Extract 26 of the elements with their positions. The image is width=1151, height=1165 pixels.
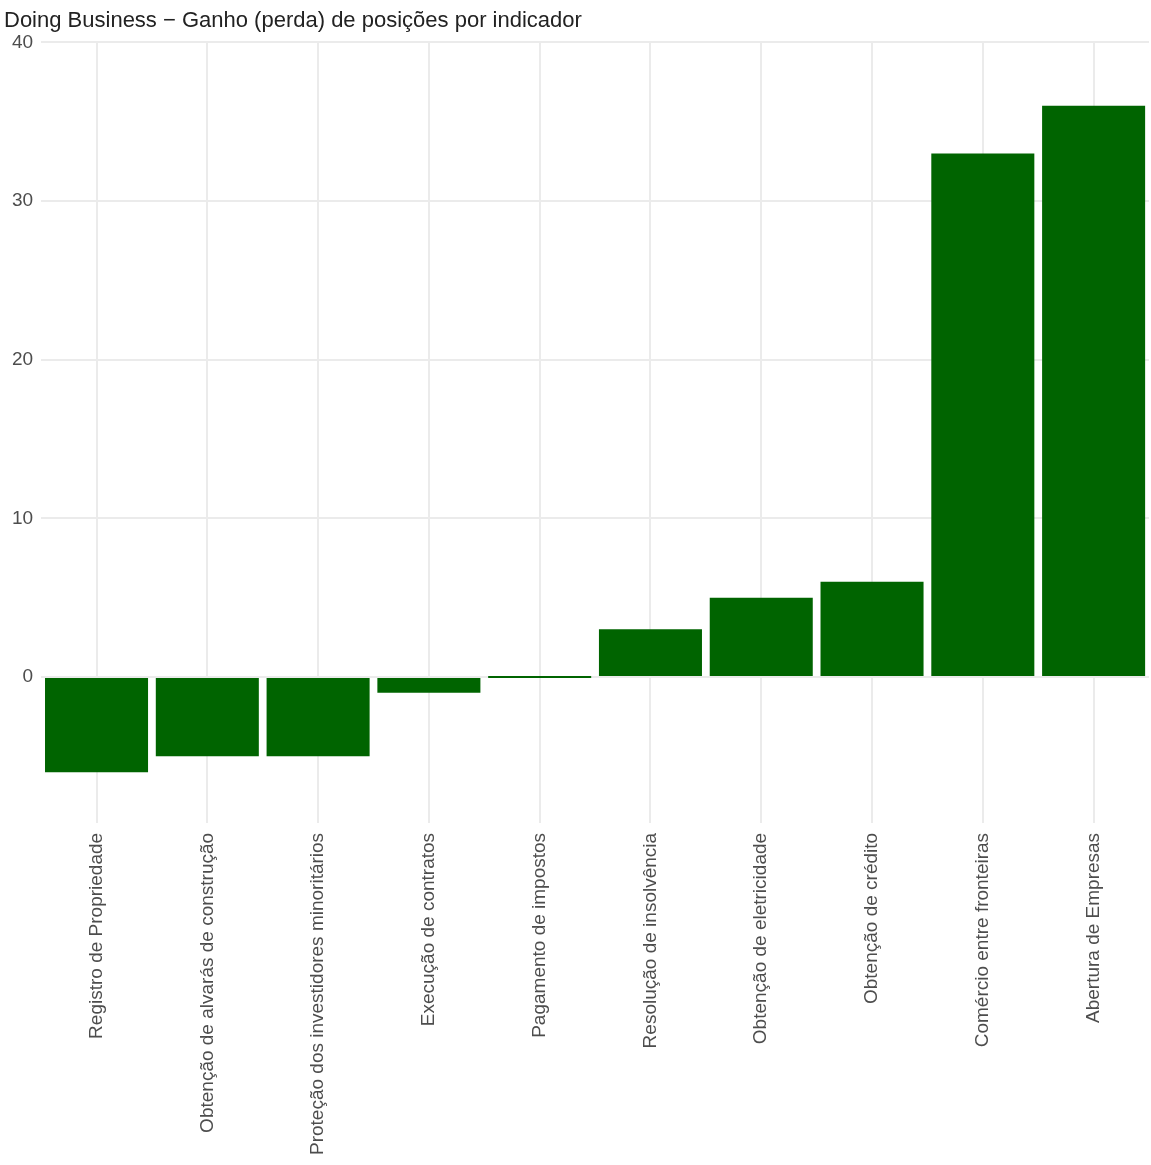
y-tick-label: 40 <box>11 30 34 52</box>
chart-title: Doing Business − Ganho (perda) de posições por indicador <box>4 7 582 33</box>
bar <box>488 675 592 678</box>
x-tick-label: Comércio entre fronteiras <box>971 832 993 1048</box>
y-tick-label: 30 <box>11 189 34 211</box>
bar <box>155 677 259 757</box>
x-tick-label: Registro de Propriedade <box>84 832 106 1039</box>
y-tick-label: 10 <box>11 506 34 528</box>
x-tick-label: Abertura de Empresas <box>1081 832 1103 1023</box>
bar <box>931 153 1035 676</box>
bar <box>266 677 370 757</box>
bar <box>1042 105 1146 676</box>
bar <box>598 629 702 676</box>
y-tick-label: 0 <box>22 665 34 687</box>
x-tick-label: Obtenção de alvarás de construção <box>195 832 217 1133</box>
x-tick-label: Proteção dos investidores minoritários <box>306 832 328 1155</box>
x-tick-label: Execução de contratos <box>417 832 439 1027</box>
x-tick-label: Pagamento de impostos <box>527 832 549 1038</box>
bar <box>45 677 149 773</box>
bar <box>377 677 481 693</box>
y-tick-label: 20 <box>11 347 34 369</box>
bar <box>709 597 813 676</box>
x-tick-label: Obtenção de crédito <box>860 832 882 1005</box>
x-tick-label: Obtenção de eletricidade <box>749 832 771 1045</box>
x-tick-label: Resolução de insolvência <box>638 832 660 1049</box>
bar <box>820 581 924 676</box>
